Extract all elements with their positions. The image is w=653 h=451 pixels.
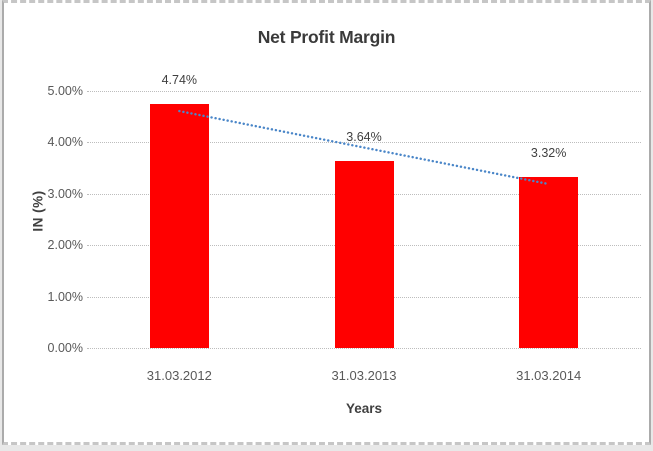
- y-axis-tick-label: 3.00%: [47, 186, 83, 201]
- data-label: 3.64%: [346, 129, 382, 144]
- y-axis-tick-label: 1.00%: [47, 289, 83, 304]
- y-axis-tick-label: 5.00%: [47, 84, 83, 98]
- y-axis-tick-label: 4.00%: [47, 135, 83, 150]
- x-axis-title[interactable]: Years: [345, 401, 383, 416]
- gridline: [87, 348, 641, 349]
- bar-31.03.2012[interactable]: [149, 104, 209, 348]
- x-axis-category-label[interactable]: 31.03.2013: [331, 368, 397, 383]
- x-axis-category-label[interactable]: 31.03.2014: [516, 368, 582, 383]
- data-label: 3.32%: [530, 146, 567, 161]
- gridline: [87, 91, 641, 92]
- chart-title[interactable]: Net Profit Margin: [257, 27, 396, 47]
- data-label: 4.74%: [161, 73, 198, 88]
- bar-31.03.2013[interactable]: [334, 160, 394, 348]
- y-axis-tick-label: 2.00%: [47, 238, 83, 253]
- plot-area: 0.00% 1.00% 2.00% 3.00% 4.00% 5.00% 4.74% 31.03…: [4, 3, 649, 442]
- bar-31.03.2014[interactable]: [519, 177, 579, 348]
- x-axis-category-label[interactable]: 31.03.2012: [146, 368, 212, 383]
- y-axis-tick-label: 0.00%: [47, 341, 83, 355]
